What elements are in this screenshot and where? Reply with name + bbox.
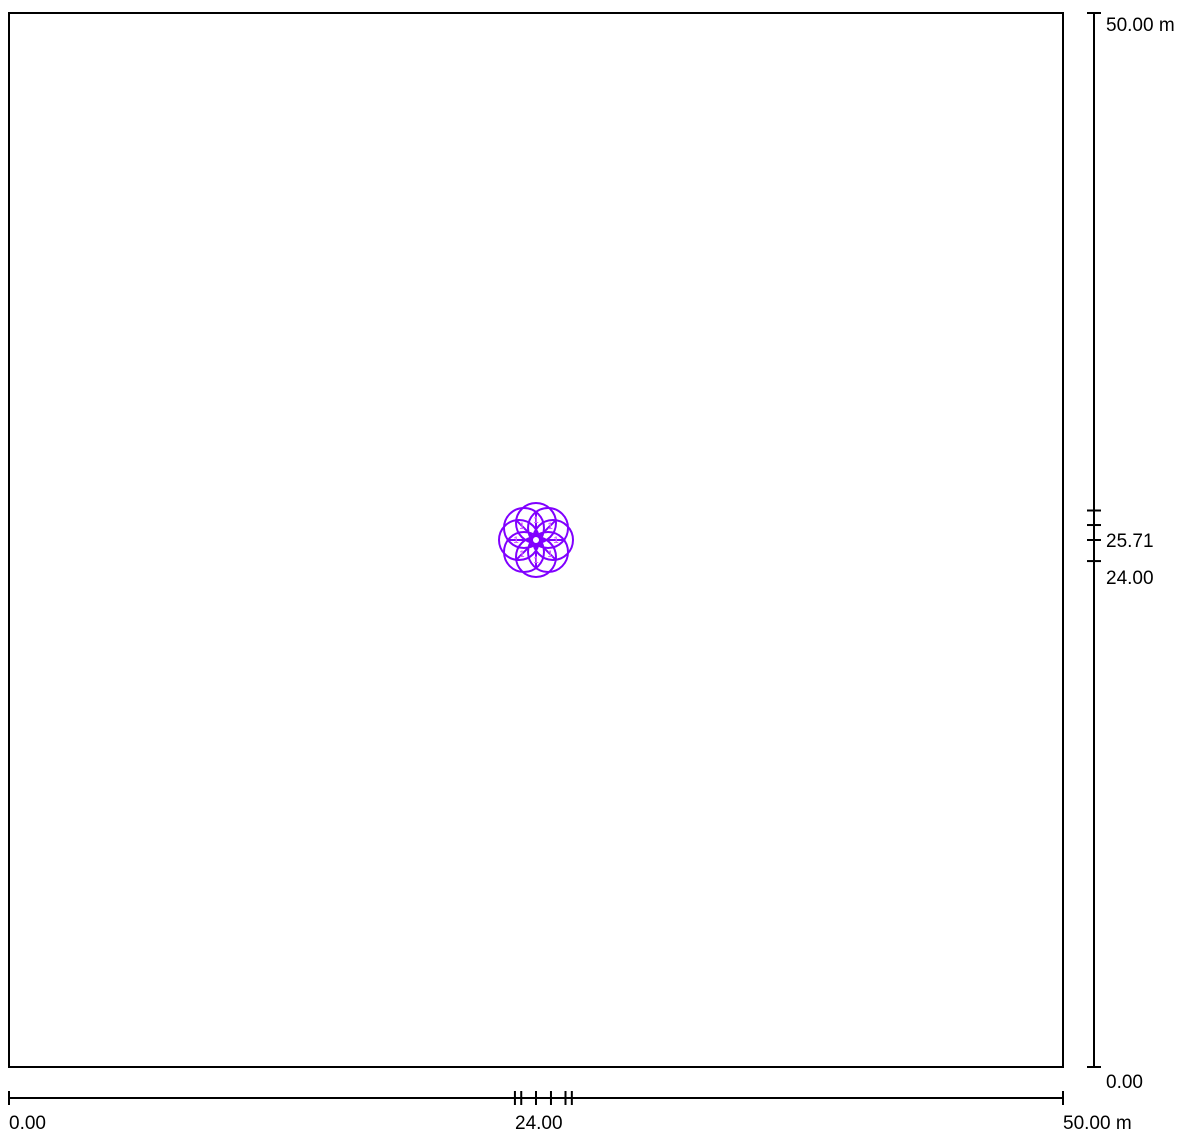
luminaire-label: 1 (519, 549, 524, 559)
y-bottom-label: 0.00 (1106, 1072, 1143, 1093)
luminaire-label: 1 (534, 515, 539, 525)
x-mid-label: 24.00 (515, 1113, 563, 1134)
y-top-label: 50.00 m (1106, 15, 1175, 36)
y-mark-lower-label: 24.00 (1106, 568, 1154, 589)
luminaire-label: 1 (548, 521, 553, 531)
y-dimension-ticks (1087, 12, 1101, 1068)
luminaire-label: 1 (534, 555, 539, 565)
luminaire-label: 1 (554, 535, 559, 545)
luminaire-center-mark (531, 535, 541, 545)
luminaire-label: 1 (514, 535, 519, 545)
x-dimension-ticks (8, 1091, 1064, 1105)
luminaire-label: 1 (548, 549, 553, 559)
y-mark-upper-label: 25.71 (1106, 531, 1154, 552)
y-dimension: 50.00 m 25.71 24.00 0.00 (1087, 12, 1175, 1093)
luminaire-ring (527, 506, 570, 549)
room-outline (8, 12, 1064, 1068)
luminaire-label: 1 (519, 521, 524, 531)
x-end-label: 50.00 m (1063, 1113, 1132, 1134)
x-start-label: 0.00 (9, 1113, 46, 1134)
x-dimension: 0.00 24.00 50.00 m (8, 1091, 1132, 1134)
